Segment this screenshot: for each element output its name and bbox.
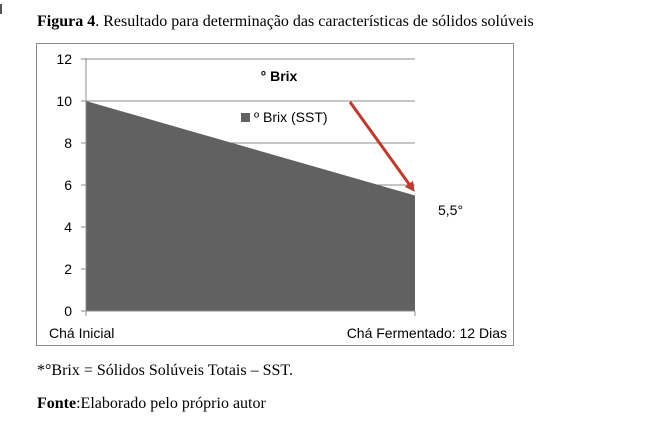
y-tick-label: 12 <box>56 51 72 67</box>
legend-label: º Brix (SST) <box>254 109 328 125</box>
figure-caption-text: . Resultado para determinação das caract… <box>95 13 534 30</box>
legend-swatch <box>241 113 250 122</box>
footnote-marker: * <box>37 362 45 379</box>
chart-title: ° Brix <box>261 68 298 84</box>
source-note: Fonte:Elaborado pelo próprio autor <box>37 395 266 413</box>
x-category-label: Chá Inicial <box>49 325 114 341</box>
y-tick-label: 0 <box>64 303 72 319</box>
y-tick-label: 2 <box>64 261 72 277</box>
area-chart: 0 2 4 6 8 10 12 Chá Inicial Chá Fermentado: 12 D… <box>49 51 507 341</box>
footnote: *°Brix = Sólidos Solúveis Totais – SST. <box>37 362 293 380</box>
chart-frame: 0 2 4 6 8 10 12 Chá Inicial Chá Fermentado: 12 D… <box>36 43 514 346</box>
source-text: :Elaborado pelo próprio autor <box>76 395 266 412</box>
footnote-text: °Brix = Sólidos Solúveis Totais – SST. <box>45 362 293 379</box>
y-tick-label: 10 <box>56 93 72 109</box>
figure-label: Figura 4 <box>37 13 96 30</box>
y-tick-label: 6 <box>64 177 72 193</box>
source-label: Fonte <box>37 395 77 412</box>
x-category-label: Chá Fermentado: 12 Dias <box>347 325 507 341</box>
page-edge-mark <box>0 4 2 14</box>
y-tick-label: 8 <box>64 135 72 151</box>
annotation-label: 5,5° <box>438 202 463 218</box>
y-tick-label: 4 <box>64 219 72 235</box>
area-series-brix <box>86 101 415 311</box>
figure-caption: Figura 4. Resultado para determinação da… <box>37 13 534 31</box>
annotation-arrow <box>348 101 415 192</box>
